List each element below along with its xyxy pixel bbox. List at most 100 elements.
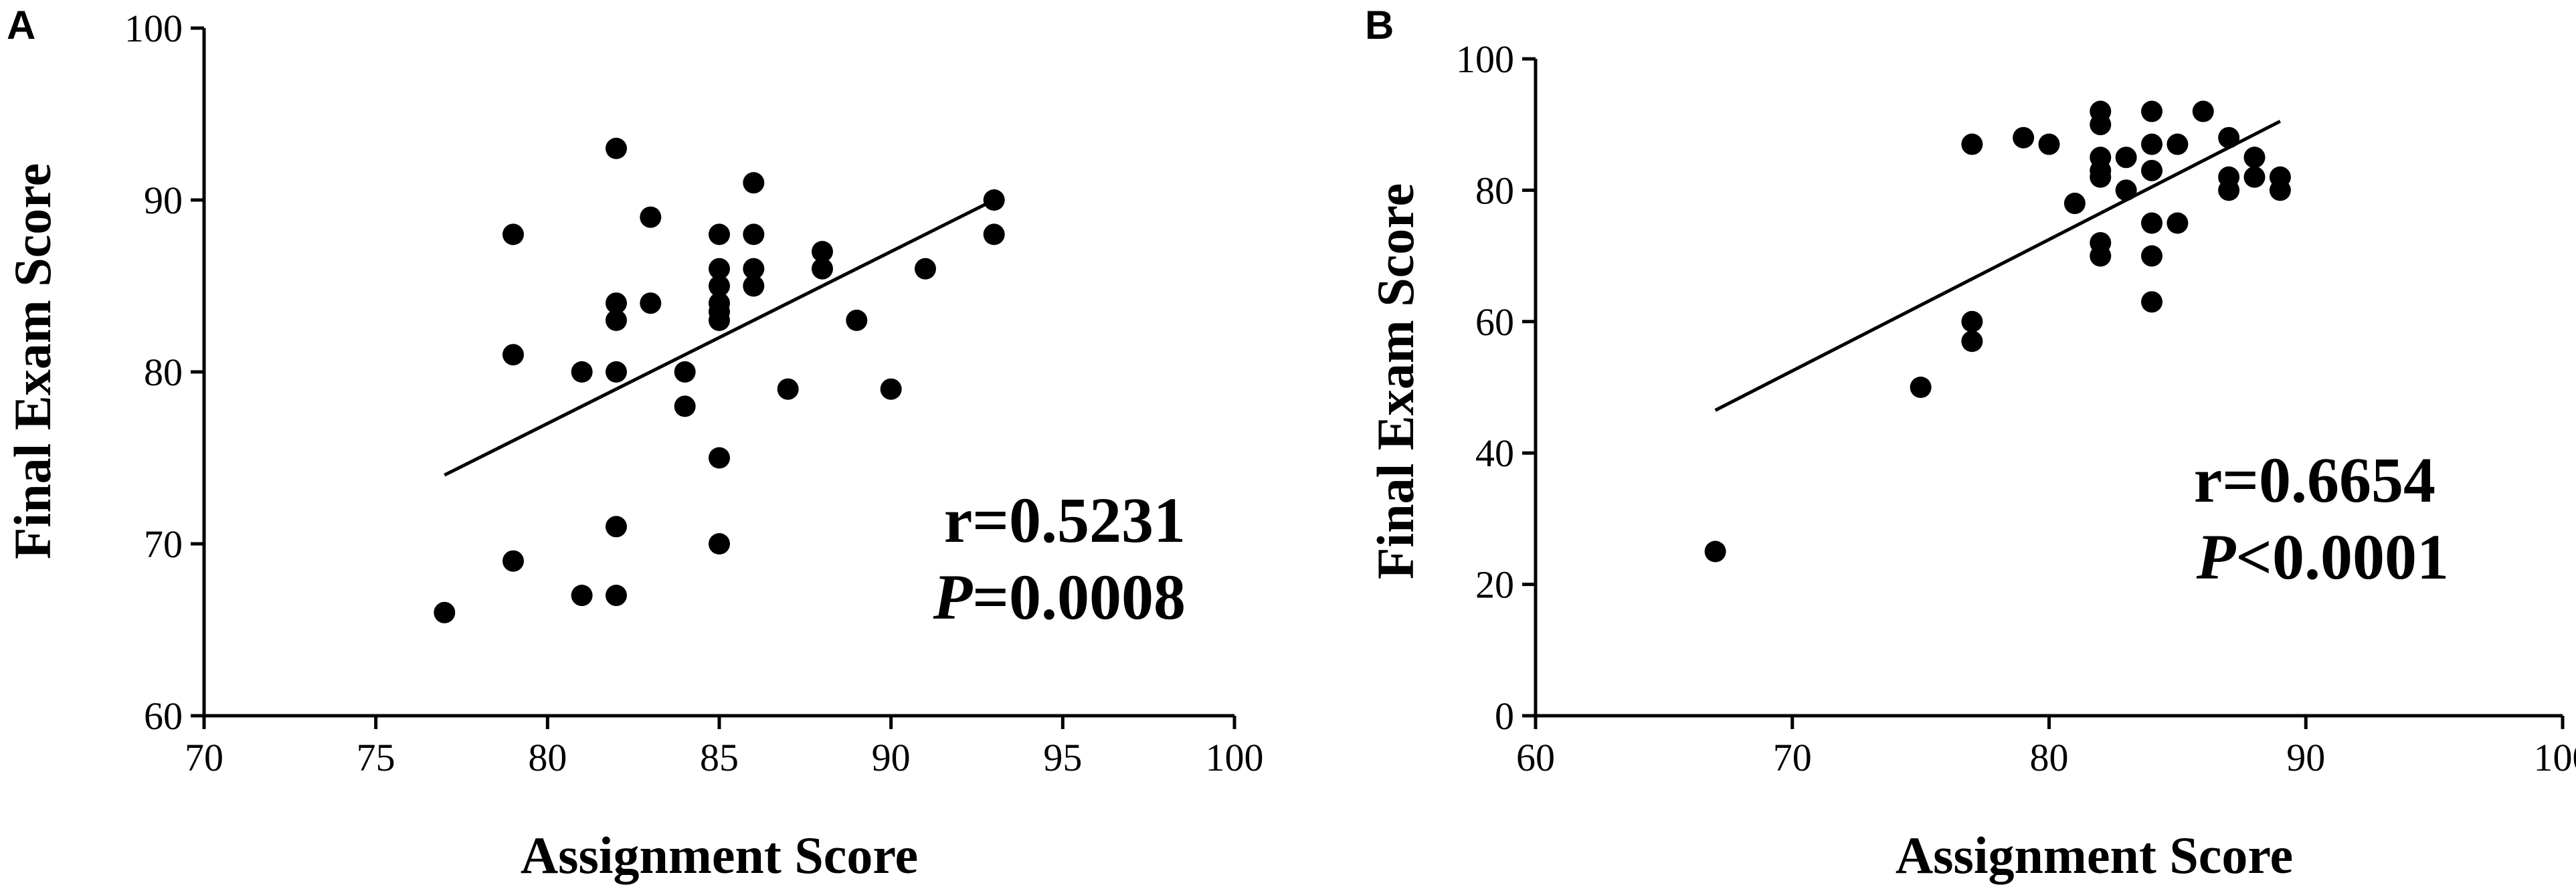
panel-b-y-tick-label: 40 xyxy=(1475,431,1514,475)
panel-a-x-tick-label: 70 xyxy=(185,736,223,779)
panel-a-data-point xyxy=(812,258,833,280)
panel-b-data-point xyxy=(2038,133,2060,155)
panel-b-y-tick-label: 0 xyxy=(1495,694,1514,738)
panel-a-data-point xyxy=(606,585,627,607)
panel-a-p-text: =0.0008 xyxy=(972,561,1186,633)
panel-b-regression-line xyxy=(1714,120,2282,412)
panel-b-x-axis-title: Assignment Score xyxy=(1896,826,2293,884)
panel-a-data-point xyxy=(709,258,730,280)
panel-b-data-point xyxy=(1704,540,1726,563)
panel-b-data-point xyxy=(2115,179,2137,201)
panel-a-x-tick-label: 95 xyxy=(1043,736,1082,779)
panel-b-data-point xyxy=(2141,159,2163,181)
panel-b-data-point xyxy=(2115,146,2137,169)
panel-a-y-tick-label: 90 xyxy=(144,179,183,222)
panel-a-y-tick-label: 60 xyxy=(144,694,183,738)
panel-a-data-point xyxy=(502,223,524,245)
panel-a-y-axis-title: Final Exam Score xyxy=(3,163,62,559)
panel-a-x-tick-label: 75 xyxy=(357,736,395,779)
panel-a-points xyxy=(434,137,1005,623)
panel-a-data-point xyxy=(743,223,765,245)
panel-b-p-text: <0.0001 xyxy=(2235,521,2449,593)
panel-b-y-axis-title: Final Exam Score xyxy=(1366,183,1424,579)
panel-b-data-point xyxy=(2167,133,2189,155)
panel-b-data-point xyxy=(2090,245,2112,267)
panel-b-data-point xyxy=(2141,100,2163,122)
panel-a-p-value: P=0.0008 xyxy=(933,561,1186,633)
panel-a-data-point xyxy=(812,241,833,263)
panel-b-data-point xyxy=(2243,146,2266,169)
panel-a-letter: A xyxy=(7,3,35,47)
panel-b-data-point xyxy=(2141,212,2163,234)
panel-b-x-tick-label: 90 xyxy=(2286,736,2325,779)
panel-b-x-tick-label: 60 xyxy=(1516,736,1555,779)
panel-b-x-tick-label: 80 xyxy=(2030,736,2069,779)
panel-a-data-point xyxy=(606,137,627,159)
panel-a-data-point xyxy=(606,516,627,538)
panel-b-y-tick-label: 80 xyxy=(1475,169,1514,212)
panel-b-x-tick-label: 70 xyxy=(1773,736,1812,779)
panel-b-y-tick-label: 100 xyxy=(1456,37,1514,81)
panel-a-r-value: r=0.5231 xyxy=(944,484,1186,556)
panel-a-regression-line xyxy=(444,198,995,477)
panel-b-data-point xyxy=(2218,126,2240,148)
panel-b-data-point xyxy=(2218,179,2240,201)
panel-a-data-point xyxy=(743,275,765,297)
panel-b-ticks: 60 70 80 90 100 0 20 40 60 80 100 xyxy=(1456,37,2576,779)
panel-a-x-tick-label: 100 xyxy=(1206,736,1264,779)
panel-a-y-tick-label: 80 xyxy=(144,351,183,394)
panel-b-data-point xyxy=(1961,133,1983,155)
panel-a-data-point xyxy=(709,447,730,469)
panel-a-data-point xyxy=(606,292,627,314)
panel-b-y-tick-label: 60 xyxy=(1475,300,1514,344)
panel-a-data-point xyxy=(777,378,799,400)
panel-b-data-point xyxy=(1961,310,1983,332)
panel-b-data-point xyxy=(2063,193,2086,215)
panel-b-points xyxy=(1704,100,2291,563)
panel-a-chart: A Final Exam Score Assignment Score 70 75… xyxy=(3,3,1264,884)
panel-b-data-point xyxy=(1961,330,1983,353)
panel-b-data-point xyxy=(1910,377,1932,398)
panel-a-data-point xyxy=(709,275,730,297)
panel-b-p-symbol: P xyxy=(2196,521,2237,593)
panel-b-axes xyxy=(1534,59,2563,718)
panel-a-data-point xyxy=(640,292,662,314)
panel-a-data-point xyxy=(434,601,456,623)
panel-a-data-point xyxy=(880,378,902,400)
panel-a-data-point xyxy=(743,258,765,280)
panel-a-data-point xyxy=(571,361,593,383)
panel-a-data-point xyxy=(606,361,627,383)
panel-a-x-tick-label: 85 xyxy=(700,736,739,779)
panel-b-y-tick-label: 20 xyxy=(1475,563,1514,607)
panel-b-data-point xyxy=(2090,114,2112,136)
panel-a-data-point xyxy=(709,533,730,555)
panel-a-y-tick-label: 70 xyxy=(144,522,183,566)
panel-a-data-point xyxy=(606,309,627,331)
panel-a-y-tick-label: 100 xyxy=(124,7,183,50)
panel-b-letter: B xyxy=(1365,3,1394,47)
panel-b-data-point xyxy=(2090,166,2112,188)
panel-a-x-tick-label: 90 xyxy=(872,736,911,779)
panel-a-data-point xyxy=(983,189,1005,211)
panel-b-data-point xyxy=(2269,179,2291,201)
panel-a-data-point xyxy=(846,309,868,331)
panel-a-data-point xyxy=(640,206,662,228)
panel-b-data-point xyxy=(2141,133,2163,155)
panel-a-data-point xyxy=(571,585,593,607)
panel-b-p-value: P<0.0001 xyxy=(2196,521,2449,593)
panel-a-data-point xyxy=(674,395,696,417)
panel-a-data-point xyxy=(709,309,730,331)
panel-b-chart: B Final Exam Score Assignment Score 60 70… xyxy=(1365,3,2576,884)
panel-b-r-value: r=0.6654 xyxy=(2194,444,2435,516)
panel-b-data-point xyxy=(2167,212,2189,234)
panel-a-data-point xyxy=(502,550,524,572)
panel-b-x-tick-label: 100 xyxy=(2534,736,2576,779)
panel-b-data-point xyxy=(2013,126,2035,148)
panel-b-data-point xyxy=(2141,291,2163,313)
panel-a-data-point xyxy=(743,172,765,194)
panel-a-x-axis-title: Assignment Score xyxy=(521,826,918,884)
panel-b-data-point xyxy=(2243,166,2266,188)
panel-a-data-point xyxy=(709,223,730,245)
